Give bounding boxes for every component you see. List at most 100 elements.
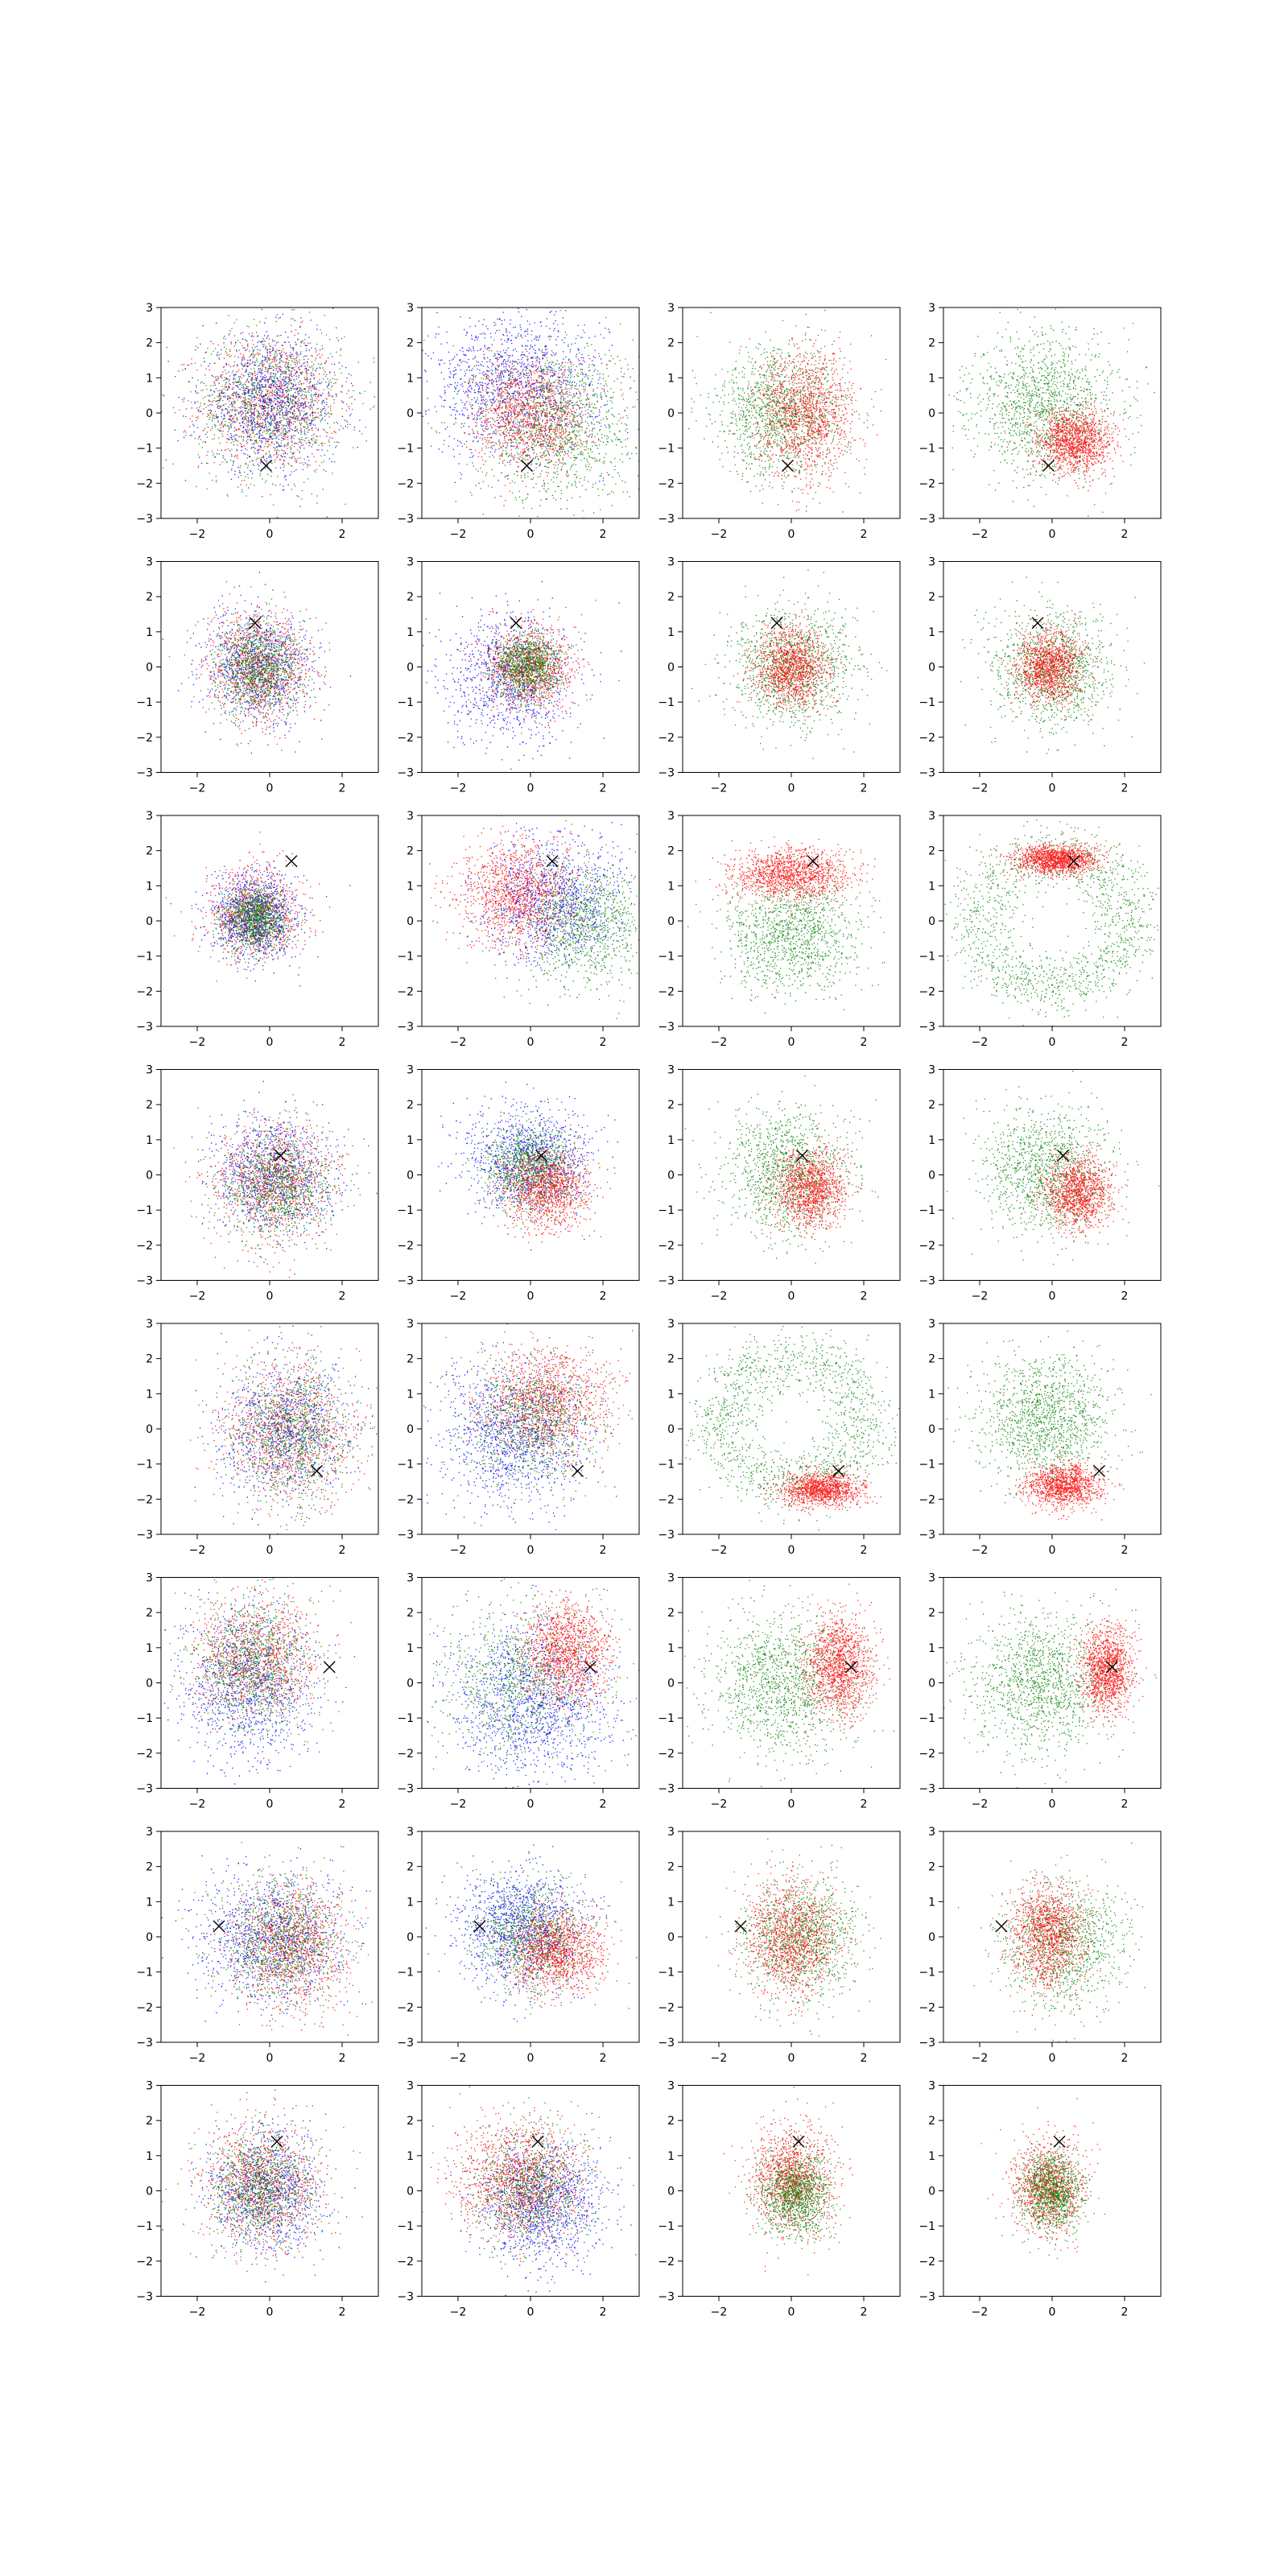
- y-tick-label: −3: [397, 1021, 414, 1034]
- x-tick-label: 2: [600, 1290, 607, 1303]
- y-tick-label: −2: [919, 1240, 935, 1253]
- y-tick-label: 2: [146, 1607, 153, 1620]
- series-green-points: [419, 1331, 630, 1513]
- y-tick-label: −2: [397, 477, 414, 490]
- x-tick-label: −2: [450, 782, 467, 795]
- x-tick-label: −2: [711, 1798, 728, 1811]
- x-tick-label: −2: [711, 1036, 728, 1049]
- x-marker: [261, 460, 272, 472]
- y-tick-label: −1: [919, 1712, 935, 1725]
- x-tick-label: −2: [711, 2306, 728, 2319]
- y-tick-label: 0: [407, 2186, 414, 2198]
- x-tick-label: −2: [711, 782, 728, 795]
- y-tick-label: 2: [928, 337, 935, 350]
- scatter-points: [939, 577, 1145, 754]
- y-tick-label: 3: [407, 1826, 414, 1839]
- y-tick-label: −2: [919, 985, 935, 998]
- series-red-points: [190, 1315, 393, 1558]
- axes-frame: [683, 1578, 900, 1789]
- y-tick-label: 1: [928, 1134, 935, 1147]
- x-tick-label: 0: [788, 782, 795, 795]
- series-green-points: [153, 301, 386, 506]
- y-tick-label: 2: [667, 1099, 675, 1112]
- series-red-points: [989, 605, 1103, 729]
- series-green-points: [671, 1075, 879, 1259]
- x-tick-label: 0: [527, 1798, 535, 1811]
- y-tick-label: −2: [397, 1748, 414, 1761]
- y-tick-label: −1: [136, 1967, 153, 1979]
- x-tick-label: −2: [450, 1036, 467, 1049]
- x-marker: [324, 1662, 335, 1673]
- scatter-points: [438, 1082, 618, 1251]
- axes-frame: [161, 2086, 378, 2297]
- y-tick-label: −3: [658, 513, 675, 526]
- x-tick-label: 2: [1121, 2052, 1129, 2065]
- x-tick-label: −2: [972, 2052, 989, 2065]
- y-tick-label: 2: [146, 591, 153, 604]
- y-tick-label: −3: [658, 2291, 675, 2304]
- y-tick-label: 1: [146, 626, 153, 639]
- y-tick-label: −2: [397, 985, 414, 998]
- scatter-points: [981, 2098, 1105, 2259]
- y-tick-label: −3: [919, 767, 935, 780]
- x-tick-label: 0: [527, 1036, 535, 1049]
- y-tick-label: 3: [146, 1826, 153, 1839]
- series-red-points: [169, 581, 330, 746]
- x-tick-label: −2: [972, 2306, 989, 2319]
- x-tick-label: 0: [1049, 2052, 1056, 2065]
- x-tick-label: −2: [450, 2306, 467, 2319]
- y-tick-label: −3: [136, 2291, 153, 2304]
- y-tick-label: 1: [928, 1388, 935, 1401]
- y-tick-label: 2: [928, 1607, 935, 1620]
- y-tick-label: −1: [919, 951, 935, 964]
- y-tick-label: 1: [667, 1388, 675, 1401]
- scatter-points: [671, 1319, 908, 1530]
- y-tick-label: 0: [928, 662, 935, 675]
- y-tick-label: 1: [146, 1134, 153, 1147]
- y-tick-label: 0: [928, 1678, 935, 1690]
- x-tick-label: −2: [450, 528, 467, 541]
- scatter-points: [190, 1303, 393, 1558]
- y-tick-label: −1: [658, 443, 675, 456]
- series-red-points: [1030, 1134, 1129, 1256]
- y-tick-label: 1: [928, 626, 935, 639]
- x-tick-label: 0: [266, 782, 274, 795]
- y-tick-label: 1: [146, 880, 153, 893]
- y-tick-label: 1: [667, 1896, 675, 1909]
- y-tick-label: −2: [658, 732, 675, 745]
- y-tick-label: 0: [407, 1170, 414, 1183]
- x-tick-label: 2: [1121, 528, 1129, 541]
- series-red-points: [758, 1117, 875, 1264]
- axes-frame: [161, 1070, 378, 1281]
- y-tick-label: −1: [136, 1204, 153, 1217]
- y-tick-label: 0: [146, 1931, 153, 1944]
- scatter-points: [166, 832, 351, 986]
- y-tick-label: 1: [407, 1642, 414, 1655]
- x-tick-label: −2: [711, 1544, 728, 1557]
- series-red-points: [758, 1458, 881, 1515]
- y-tick-label: −1: [658, 1712, 675, 1725]
- y-tick-label: 0: [928, 2186, 935, 2198]
- axes-frame: [422, 562, 639, 773]
- y-tick-label: 0: [667, 2186, 675, 2198]
- series-green-points: [1012, 2130, 1091, 2256]
- y-tick-label: −3: [397, 767, 414, 780]
- scatter-points: [918, 300, 1155, 547]
- y-tick-label: 2: [146, 337, 153, 350]
- x-tick-label: 2: [1121, 2306, 1129, 2319]
- y-tick-label: −1: [658, 1459, 675, 1472]
- x-marker: [213, 1921, 225, 1932]
- scatter-points: [691, 555, 887, 759]
- y-tick-label: −2: [658, 1748, 675, 1761]
